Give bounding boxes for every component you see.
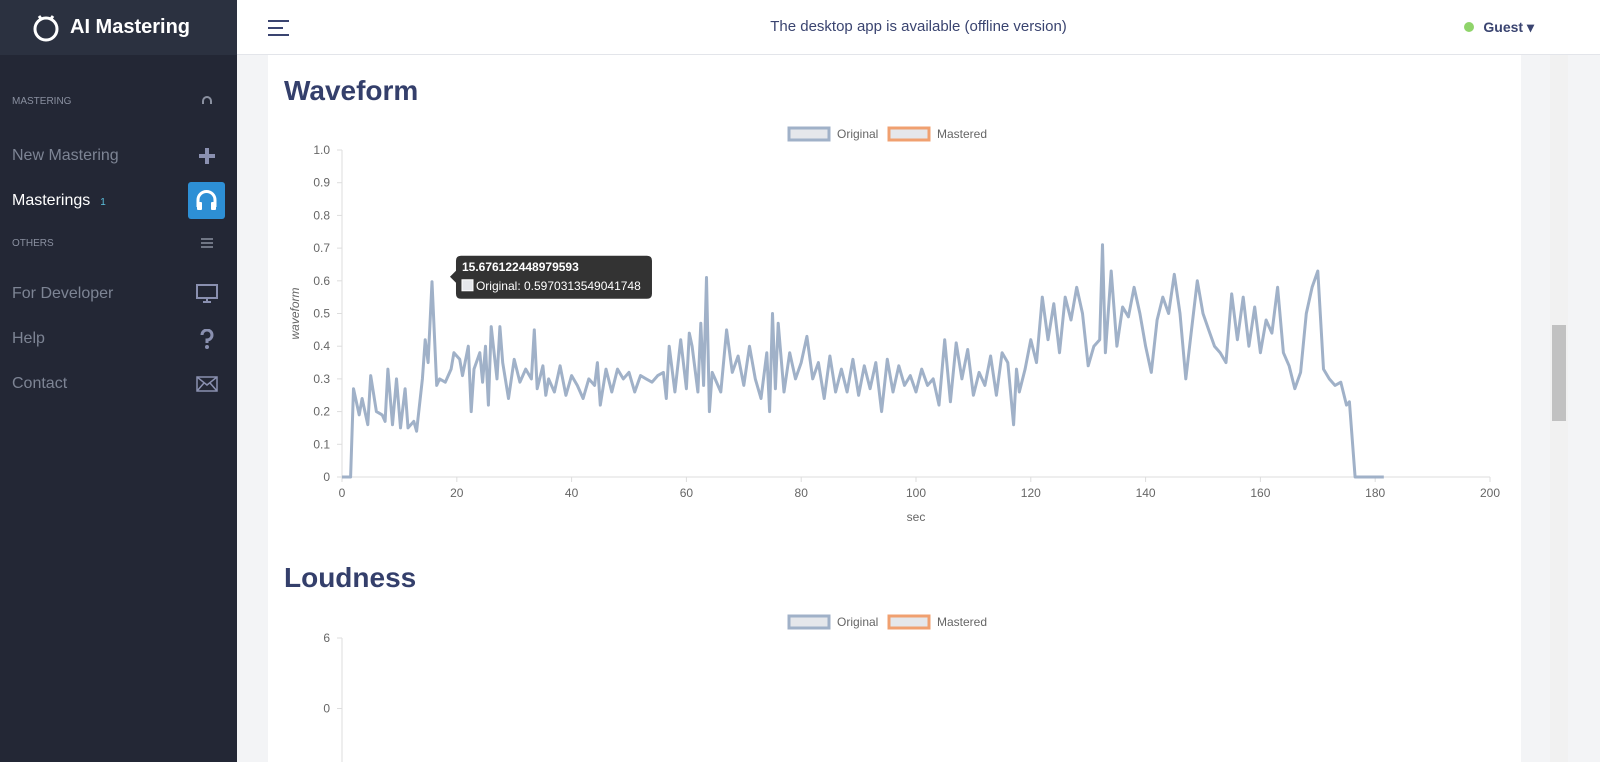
brand[interactable]: AI Mastering [0, 0, 237, 55]
notice[interactable]: The desktop app is available (offline ve… [770, 18, 1067, 35]
chart-title: Loudness [284, 562, 416, 593]
series-line [342, 243, 1384, 479]
y-tick-label: 0.3 [313, 372, 330, 386]
x-tick-label: 40 [565, 486, 579, 500]
icon [201, 96, 212, 104]
y-tick-label: 0 [323, 702, 330, 716]
y-tick-label: 0.1 [313, 437, 330, 451]
y-tick-label: 6 [323, 631, 330, 645]
legend-label: Mastered [937, 127, 987, 141]
user-menu[interactable]: Guest ▾ [1483, 19, 1534, 35]
menu-label: Masterings [12, 191, 91, 209]
section-label: MASTERING [12, 95, 72, 107]
menu-item[interactable]: New Mastering [0, 133, 237, 178]
scrollbar-thumb[interactable] [1552, 325, 1566, 421]
tooltip-label: Original: 0.5970313549041748 [476, 279, 641, 293]
logo [33, 15, 59, 42]
x-tick-label: 100 [906, 486, 926, 500]
section-title: MASTERING [0, 81, 237, 121]
legend-swatch [787, 614, 831, 630]
icon [198, 147, 215, 164]
x-tick-label: 140 [1136, 486, 1156, 500]
y-tick-label: 1.0 [313, 143, 330, 157]
badge: 1 [100, 196, 106, 208]
y-tick-label: 0.8 [313, 208, 330, 222]
sidebar: AI Mastering MASTERING New Mastering Mas… [0, 0, 237, 762]
menu-label: Help [12, 329, 45, 347]
chart-title: Waveform [284, 75, 418, 106]
x-axis-label: sec [907, 510, 926, 524]
menu-label: New Mastering [12, 146, 119, 164]
user-name: Guest [1483, 19, 1524, 35]
icon [188, 182, 225, 219]
y-tick-label: 0 [323, 470, 330, 484]
y-tick-label: 0.4 [313, 339, 330, 353]
y-tick-label: 0.9 [313, 176, 330, 190]
x-tick-label: 180 [1365, 486, 1385, 500]
status-dot [1464, 22, 1474, 32]
legend-label: Original [837, 127, 878, 141]
y-tick-label: 0.2 [313, 405, 330, 419]
tooltip-box [449, 255, 652, 299]
menu-item[interactable]: For Developer [0, 271, 237, 316]
legend-label: Mastered [937, 615, 987, 629]
legend-label: Original [837, 615, 878, 629]
tooltip-title: 15.676122448979593 [462, 260, 579, 274]
y-axis-label: waveform [288, 287, 302, 339]
card [268, 55, 1521, 762]
topbar: The desktop app is available (offline ve… [237, 0, 1600, 55]
x-tick-label: 60 [680, 486, 694, 500]
legend-swatch [787, 126, 831, 142]
icon [195, 375, 218, 392]
section-label: OTHERS [12, 237, 54, 249]
tooltip-swatch [461, 279, 474, 292]
x-tick-label: 80 [795, 486, 809, 500]
section-title: OTHERS [0, 223, 237, 263]
x-tick-label: 20 [450, 486, 464, 500]
brand-text: AI Mastering [70, 16, 191, 38]
legend-swatch [887, 126, 931, 142]
menu-toggle[interactable] [267, 19, 291, 37]
y-tick-label: 0.5 [313, 307, 330, 321]
x-tick-label: 120 [1021, 486, 1041, 500]
icon [200, 238, 213, 248]
menu-item[interactable]: Contact [0, 361, 237, 406]
y-tick-label: 0.7 [313, 241, 330, 255]
tooltip: 15.676122448979593 Original: 0.5970313549… [449, 255, 652, 299]
menu-item[interactable]: Help [0, 316, 237, 361]
legend-swatch [887, 614, 931, 630]
menu-label: For Developer [12, 284, 114, 302]
x-tick-label: 0 [339, 486, 346, 500]
y-tick-label: 0.6 [313, 274, 330, 288]
menu-item[interactable]: Masterings 1 [0, 178, 237, 223]
content: Waveform Original Mastered 0 0.1 0.2 0.3 0.4 0.5… [237, 55, 1600, 762]
icon [195, 283, 218, 303]
menu-label: Contact [12, 374, 68, 392]
x-tick-label: 200 [1480, 486, 1500, 500]
x-tick-label: 160 [1250, 486, 1270, 500]
icon [200, 328, 213, 349]
